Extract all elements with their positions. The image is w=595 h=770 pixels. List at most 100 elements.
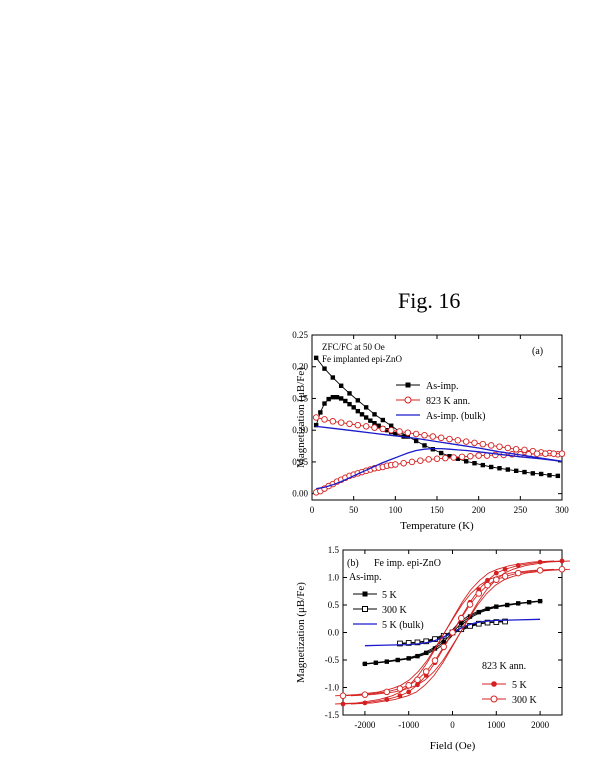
data-point — [538, 471, 544, 477]
x-tick-label: 0 — [310, 505, 315, 515]
legend-label-bulk: As-imp. (bulk) — [426, 411, 485, 422]
data-point — [505, 602, 510, 608]
data-point — [334, 394, 340, 400]
data-point — [433, 455, 441, 463]
data-point — [406, 656, 411, 661]
y-tick-label: 0.20 — [292, 362, 308, 372]
data-point — [414, 639, 421, 646]
y-tick-label: 0.05 — [292, 457, 308, 467]
data-point — [494, 604, 499, 609]
data-point — [438, 450, 444, 456]
y-tick-label: 0.5 — [328, 600, 340, 610]
data-point — [475, 452, 482, 459]
data-point — [522, 469, 527, 475]
data-point — [326, 396, 331, 402]
data-point — [346, 420, 353, 428]
data-point — [373, 660, 379, 665]
data-point — [441, 639, 446, 645]
data-point — [493, 619, 500, 625]
x-tick-label: 250 — [514, 505, 528, 515]
data-point — [458, 614, 465, 622]
y-tick-label: -0.5 — [325, 655, 340, 665]
legend-label-823k-300k: 300 K — [512, 695, 538, 706]
data-point — [330, 375, 336, 380]
data-point — [559, 558, 565, 564]
data-point — [440, 643, 447, 651]
data-point — [405, 682, 412, 689]
data-point — [338, 396, 344, 401]
data-point — [318, 410, 323, 415]
data-point — [501, 573, 509, 580]
data-point — [321, 416, 328, 423]
data-point — [533, 450, 541, 457]
x-tick-label: -1000 — [398, 720, 419, 730]
y-axis-title-a: Magnetization (μB/Fe) — [295, 367, 307, 468]
x-tick-label: 0 — [450, 720, 455, 730]
y-tick-label: 0.0 — [328, 628, 340, 638]
legend-marker-as-imp — [405, 382, 411, 388]
data-point — [355, 398, 361, 403]
data-point — [384, 427, 390, 433]
y-tick-label: 0.25 — [292, 330, 308, 340]
series-group-a — [312, 355, 566, 496]
legend-a: As-imp. 823 K ann. As-imp. (bulk) — [396, 381, 485, 422]
legend-marker-823k-300k — [490, 695, 498, 703]
data-point — [555, 473, 561, 479]
x-tick-label: 2000 — [531, 720, 550, 730]
data-point — [371, 424, 378, 431]
data-point — [514, 569, 522, 577]
data-point — [502, 618, 508, 625]
data-point — [425, 456, 432, 463]
x-tick-label: 1000 — [487, 720, 506, 730]
data-point — [505, 467, 511, 472]
data-point — [484, 581, 491, 589]
data-point — [400, 459, 407, 467]
data-point — [368, 418, 373, 423]
data-point — [372, 421, 377, 426]
data-point — [502, 566, 508, 572]
data-point — [338, 383, 344, 388]
data-point — [397, 693, 403, 699]
data-point — [383, 688, 391, 696]
data-point — [415, 653, 420, 659]
data-point — [480, 462, 486, 468]
data-point — [472, 460, 477, 466]
y-tick-label: -1.0 — [325, 683, 340, 693]
x-tick-label: 200 — [472, 505, 486, 515]
data-point — [476, 609, 481, 615]
legend-label-as-imp: As-imp. — [426, 381, 459, 392]
data-point — [537, 598, 543, 604]
data-point — [516, 601, 521, 606]
data-point — [537, 559, 543, 565]
data-point — [312, 414, 320, 421]
data-point — [487, 442, 495, 449]
x-axis-title-a: Temperature (K) — [400, 520, 474, 532]
legend-marker-as-imp-300k — [362, 606, 368, 612]
data-point — [493, 576, 500, 583]
figure-title: Fig. 16 — [398, 288, 461, 313]
data-point — [521, 446, 528, 454]
data-point — [459, 620, 464, 626]
data-point — [322, 366, 327, 371]
data-point — [354, 421, 362, 429]
data-point — [431, 657, 439, 664]
annotation-sample-a: Fe implanted epi-ZnO — [322, 354, 402, 364]
data-point — [542, 450, 549, 457]
data-point — [380, 417, 386, 423]
y-tick-label: 0.10 — [292, 425, 308, 435]
x-tick-label: -2000 — [354, 720, 375, 730]
data-point — [384, 659, 389, 664]
x-tick-label: 300 — [555, 505, 569, 515]
axis-ticks-b: -2000 -1000 0 1000 2000 -1.5 -1.0 -0.5 0.0 0.5 1.0… — [325, 545, 562, 730]
data-point — [362, 700, 368, 706]
axis-ticks-a: 0 50 100 150 200 250 300 0.00 0.05 0.10 0.15 0.20 0.… — [292, 330, 569, 515]
hysteresis-branch-up — [350, 568, 570, 697]
data-point — [423, 638, 430, 645]
data-point — [496, 443, 503, 450]
data-point — [393, 431, 398, 437]
data-point — [424, 650, 429, 656]
data-point — [493, 570, 499, 576]
data-point — [536, 567, 544, 574]
y-tick-label: 0.00 — [292, 489, 308, 499]
